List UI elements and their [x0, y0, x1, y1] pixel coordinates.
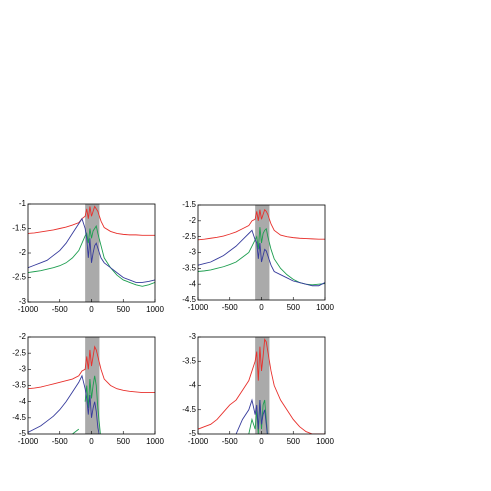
x-tick-label: -500 [222, 303, 239, 312]
x-tick-label: -1000 [188, 437, 209, 446]
y-tick-label: -3.5 [182, 263, 196, 272]
series-line [235, 398, 268, 434]
y-tick-label: -4 [19, 397, 27, 406]
x-tick-label: 1000 [316, 303, 334, 312]
y-tick-label: -4.5 [182, 295, 196, 304]
y-tick-label: -2.5 [12, 348, 26, 357]
series-line [198, 208, 325, 241]
x-tick-label: -1000 [18, 305, 39, 314]
series-line [28, 217, 155, 283]
series-line [198, 227, 325, 286]
y-tick-label: -3.5 [182, 356, 196, 365]
shaded-region [85, 204, 100, 302]
series-line [198, 229, 325, 287]
x-tick-label: -1000 [18, 437, 39, 446]
y-tick-label: -2 [19, 332, 27, 341]
y-tick-label: -3 [189, 332, 197, 341]
y-tick-label: -1 [19, 199, 27, 208]
x-tick-label: 0 [89, 437, 94, 446]
y-tick-label: -1.5 [12, 224, 26, 233]
x-tick-label: -500 [52, 305, 69, 314]
y-tick-label: -1.5 [182, 200, 196, 209]
series-line [28, 345, 155, 394]
x-tick-label: -500 [52, 437, 69, 446]
y-tick-label: -4.5 [12, 413, 26, 422]
series-line [198, 338, 325, 434]
x-tick-label: 1000 [146, 437, 164, 446]
x-tick-label: -500 [222, 437, 239, 446]
y-tick-label: -2 [19, 248, 27, 257]
x-tick-label: 1000 [316, 437, 334, 446]
panel: -1000 -500 0 500 1000 -2 -2.5 -3 -3.5 -4 -4.5 -5 [12, 332, 164, 446]
panel: -1000 -500 0 500 1000 -1.5 -2 -2.5 -3 -3.5 -4 -4.5 [182, 200, 334, 312]
y-tick-label: -5 [19, 429, 27, 438]
y-tick-label: -5 [189, 429, 197, 438]
series-line [72, 375, 101, 434]
y-tick-label: -3 [19, 297, 27, 306]
panel: -1000 -500 0 500 1000 -1 -1.5 -2 -2.5 -3 [12, 199, 164, 314]
series-line [28, 224, 155, 287]
panel: -1000 -500 0 500 1000 -3 -3.5 -4 -4.5 -5 [182, 332, 334, 446]
x-tick-label: 500 [287, 303, 301, 312]
x-tick-label: 1000 [146, 305, 164, 314]
x-tick-label: 0 [259, 303, 264, 312]
x-tick-label: 500 [117, 305, 131, 314]
x-tick-label: 500 [117, 437, 131, 446]
x-tick-label: 500 [287, 437, 301, 446]
y-tick-label: -4.5 [182, 405, 196, 414]
y-tick-label: -3 [19, 364, 27, 373]
series-line [28, 374, 100, 434]
y-tick-label: -2 [189, 216, 197, 225]
y-tick-label: -4 [189, 279, 197, 288]
y-tick-label: -2.5 [12, 273, 26, 282]
y-tick-label: -4 [189, 381, 197, 390]
x-tick-label: 0 [259, 437, 264, 446]
y-tick-label: -3 [189, 248, 197, 257]
series-line [28, 205, 155, 236]
x-tick-label: 0 [89, 305, 94, 314]
x-tick-label: -1000 [188, 303, 209, 312]
y-tick-label: -2.5 [182, 232, 196, 241]
y-tick-label: -3.5 [12, 381, 26, 390]
